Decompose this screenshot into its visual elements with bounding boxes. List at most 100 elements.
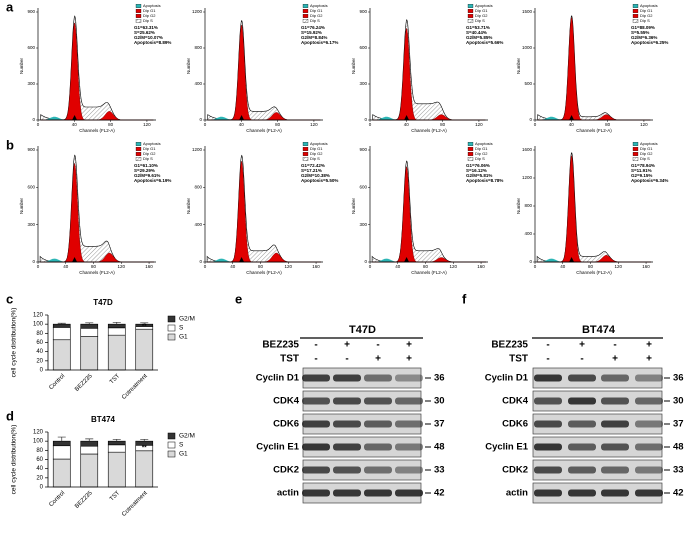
y-tick-label: 400 (524, 231, 532, 236)
treatment-sign: + (579, 340, 585, 351)
legend-swatch (302, 14, 309, 18)
band (601, 466, 629, 474)
legend-swatch (135, 147, 142, 151)
stat-text: G1=53.71% (466, 25, 490, 30)
legend-label: Dip S (310, 18, 320, 23)
protein-name: CDK4 (502, 396, 529, 407)
x-tick-label: Control (48, 373, 66, 391)
annotation: ** (142, 324, 147, 330)
legend-label: Dip G2 (640, 151, 653, 156)
y-axis-label: Number (186, 198, 191, 215)
legend-swatch (467, 157, 474, 161)
y-tick-label: 1600 (522, 147, 533, 152)
y-tick-label: 600 (359, 185, 367, 190)
error-bar (140, 438, 149, 442)
x-tick-label: 0 (204, 122, 207, 127)
treatment-sign: + (406, 354, 412, 365)
band (395, 443, 423, 451)
stat-text: S=16.12% (466, 168, 487, 173)
legend-swatch (167, 450, 176, 458)
x-tick-label: 0 (204, 264, 207, 269)
x-axis-label: Channels (FL2-A) (79, 128, 115, 133)
x-axis-label: Channels (FL2-A) (246, 270, 282, 275)
legend-swatch (632, 152, 639, 156)
x-axis-label: Channels (FL2-A) (576, 128, 612, 133)
x-tick-label: 80 (605, 122, 611, 127)
legend-swatch (135, 4, 142, 8)
x-tick-label: 80 (588, 264, 594, 269)
stat-text: G1=76.06% (466, 163, 490, 168)
error-bar (57, 322, 66, 325)
panel-label: b (6, 137, 14, 152)
y-axis-label: cell cycle distribution(%) (11, 308, 18, 378)
annotation: ** (142, 445, 147, 451)
band (601, 443, 629, 451)
legend-swatch (632, 14, 639, 18)
blot-title: BT474 (582, 324, 616, 336)
marker (404, 115, 410, 120)
legend-swatch (302, 19, 309, 23)
band (395, 374, 423, 382)
bar-segment (135, 328, 154, 371)
x-tick-label: 80 (258, 264, 264, 269)
legend-label: Dip S (310, 156, 320, 161)
y-axis-label: Number (351, 198, 356, 215)
protein-name: CDK2 (502, 465, 528, 476)
y-tick-label: 600 (27, 45, 35, 50)
x-tick-label: 0 (369, 264, 372, 269)
band (395, 420, 423, 428)
y-axis-label: Number (516, 198, 521, 215)
legend-label: S (179, 325, 184, 332)
kda-label: 33 (434, 465, 445, 476)
x-tick-label: 40 (404, 122, 410, 127)
band (364, 489, 392, 497)
error-bar (85, 438, 94, 442)
treatment-sign: - (546, 340, 549, 351)
band (534, 443, 562, 451)
kda-label: 48 (434, 442, 445, 453)
legend-swatch (135, 152, 142, 156)
bar-segment (80, 453, 99, 488)
legend-label: Dip G1 (310, 146, 323, 151)
legend-label: Dip G1 (475, 8, 488, 13)
band (601, 489, 629, 497)
legend-label: Dip G2 (143, 151, 156, 156)
x-tick-label: 40 (569, 122, 575, 127)
stat-text: G1=76.24% (301, 25, 325, 30)
blot-title: T47D (349, 324, 376, 336)
legend-swatch (632, 147, 639, 151)
band (635, 443, 663, 451)
x-tick-label: 80 (440, 122, 446, 127)
y-tick-label: 900 (359, 9, 367, 14)
legend-label: Dip G2 (640, 13, 653, 18)
y-tick-label: 800 (194, 45, 202, 50)
band (635, 466, 663, 474)
band (534, 420, 562, 428)
y-tick-label: 1000 (522, 45, 533, 50)
panel-label: a (6, 0, 14, 14)
bar-segment (52, 323, 71, 328)
x-tick-label: 120 (615, 264, 623, 269)
panel-label: e (235, 291, 242, 306)
x-tick-label: 120 (118, 264, 126, 269)
band (635, 489, 663, 497)
bar-segment (80, 445, 99, 455)
legend-swatch (302, 147, 309, 151)
stat-text: S=15.92% (301, 30, 322, 35)
treatment-name: BEZ235 (491, 340, 528, 351)
x-tick-label: TST (109, 373, 121, 385)
y-tick-label: 300 (27, 81, 35, 86)
legend-label: Apoptosis (143, 141, 161, 146)
y-tick-label: 400 (194, 81, 202, 86)
stat-text: G2/M=10.38% (301, 173, 330, 178)
stat-text: G1=61.10% (134, 163, 158, 168)
bar-segment (52, 445, 71, 460)
protein-name: Cyclin E1 (256, 442, 299, 453)
kda-label: 42 (434, 488, 445, 499)
marker (404, 257, 410, 262)
legend-label: Apoptosis (475, 3, 493, 8)
x-tick-label: 80 (91, 264, 97, 269)
protein-name: CDK6 (273, 419, 299, 430)
y-tick-label: 0 (199, 117, 202, 122)
legend-swatch (302, 157, 309, 161)
